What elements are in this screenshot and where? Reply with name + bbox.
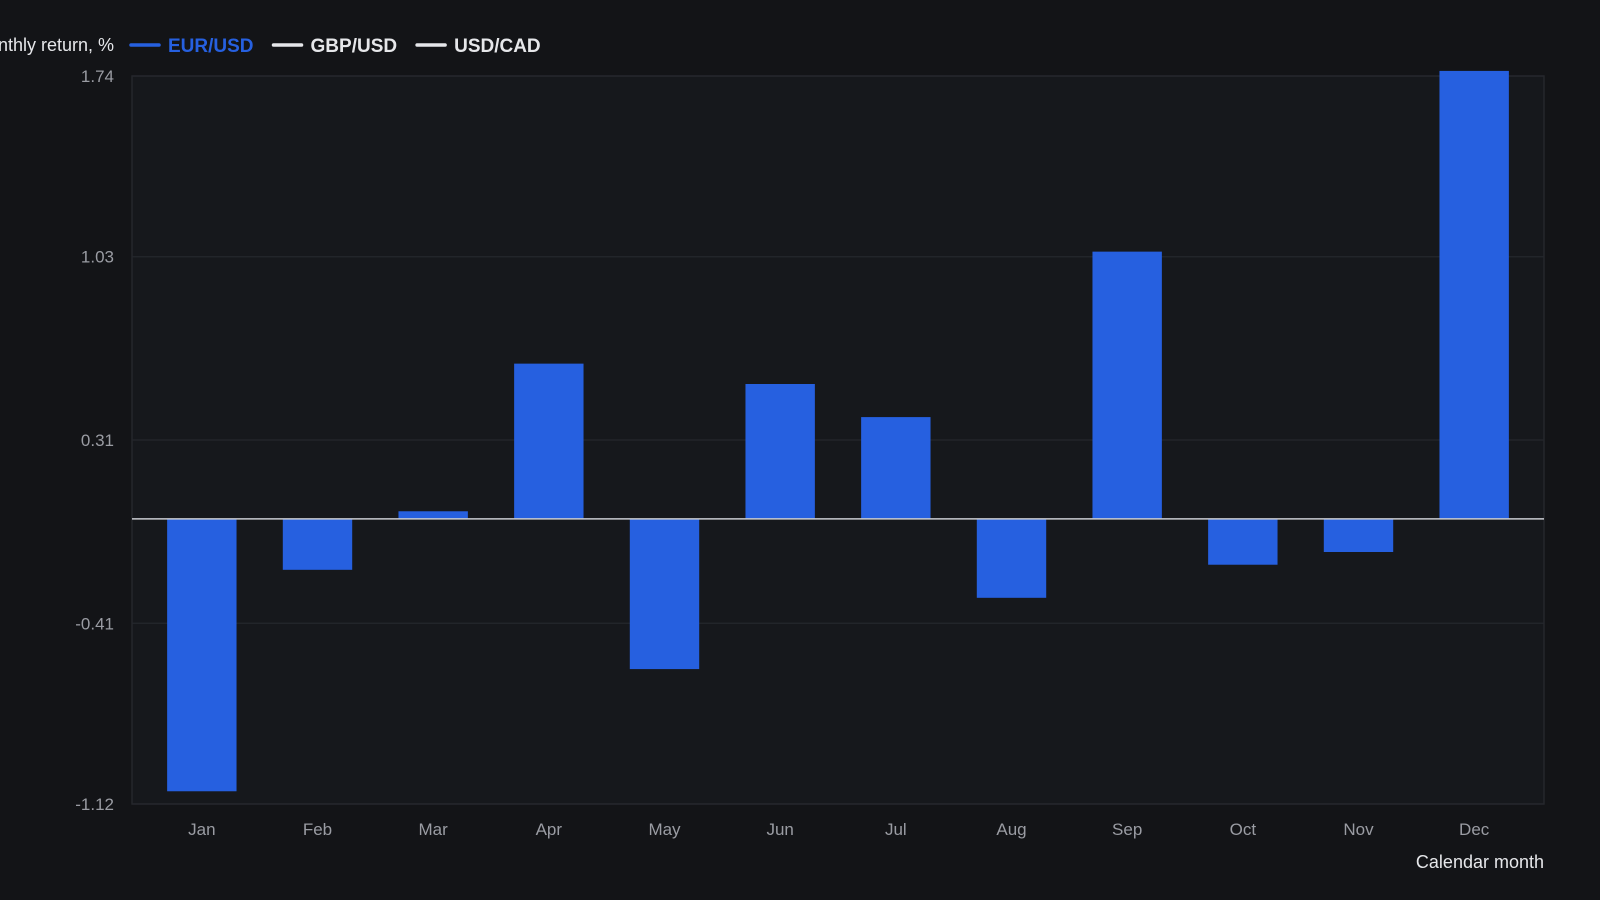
x-tick-label: Mar	[419, 820, 449, 839]
bar-feb[interactable]	[282, 518, 353, 570]
x-tick-label: Apr	[536, 820, 563, 839]
x-tick-label: Sep	[1112, 820, 1142, 839]
legend: Monthly return, % EUR/USD GBP/USD USD/CAD	[0, 35, 541, 57]
x-axis-title: Calendar month	[1416, 852, 1544, 872]
x-tick-label: Aug	[996, 820, 1026, 839]
bars	[167, 70, 1509, 792]
x-tick-label: Nov	[1343, 820, 1374, 839]
grid-lines	[132, 75, 1544, 805]
x-tick-label: Feb	[303, 820, 332, 839]
y-axis-title: Monthly return, %	[0, 35, 114, 55]
bar-dec[interactable]	[1439, 70, 1509, 519]
bar-nov[interactable]	[1323, 518, 1394, 552]
y-tick-label: 0.31	[81, 431, 114, 450]
legend-item-gbp-usd[interactable]: GBP/USD	[311, 36, 398, 57]
bar-aug[interactable]	[976, 518, 1047, 598]
bar-jan[interactable]	[167, 518, 237, 792]
x-tick-label: Jan	[188, 820, 215, 839]
x-tick-label: Dec	[1459, 820, 1490, 839]
x-tick-label: Jul	[885, 820, 907, 839]
y-axis-ticks: -1.12 -0.41 0.31 1.03 1.74	[75, 67, 114, 814]
x-axis-ticks: Jan Feb Mar Apr May Jun Jul Aug Sep Oct Nov Dec	[188, 820, 1490, 839]
bar-oct[interactable]	[1208, 518, 1278, 565]
bar-mar[interactable]	[398, 511, 468, 519]
legend-item-usd-cad[interactable]: USD/CAD	[454, 36, 541, 57]
y-tick-label: 1.03	[81, 248, 114, 267]
x-tick-label: Oct	[1230, 820, 1257, 839]
legend-item-eur-usd[interactable]: EUR/USD	[168, 36, 254, 57]
bar-jun[interactable]	[745, 384, 815, 519]
bar-may[interactable]	[629, 518, 700, 670]
y-tick-label: -1.12	[75, 795, 114, 814]
y-tick-label: 1.74	[81, 67, 114, 86]
bar-apr[interactable]	[514, 363, 584, 519]
y-tick-label: -0.41	[75, 614, 114, 633]
bar-jul[interactable]	[861, 417, 931, 519]
x-tick-label: Jun	[766, 820, 793, 839]
bar-sep[interactable]	[1092, 251, 1162, 519]
x-tick-label: May	[648, 820, 681, 839]
